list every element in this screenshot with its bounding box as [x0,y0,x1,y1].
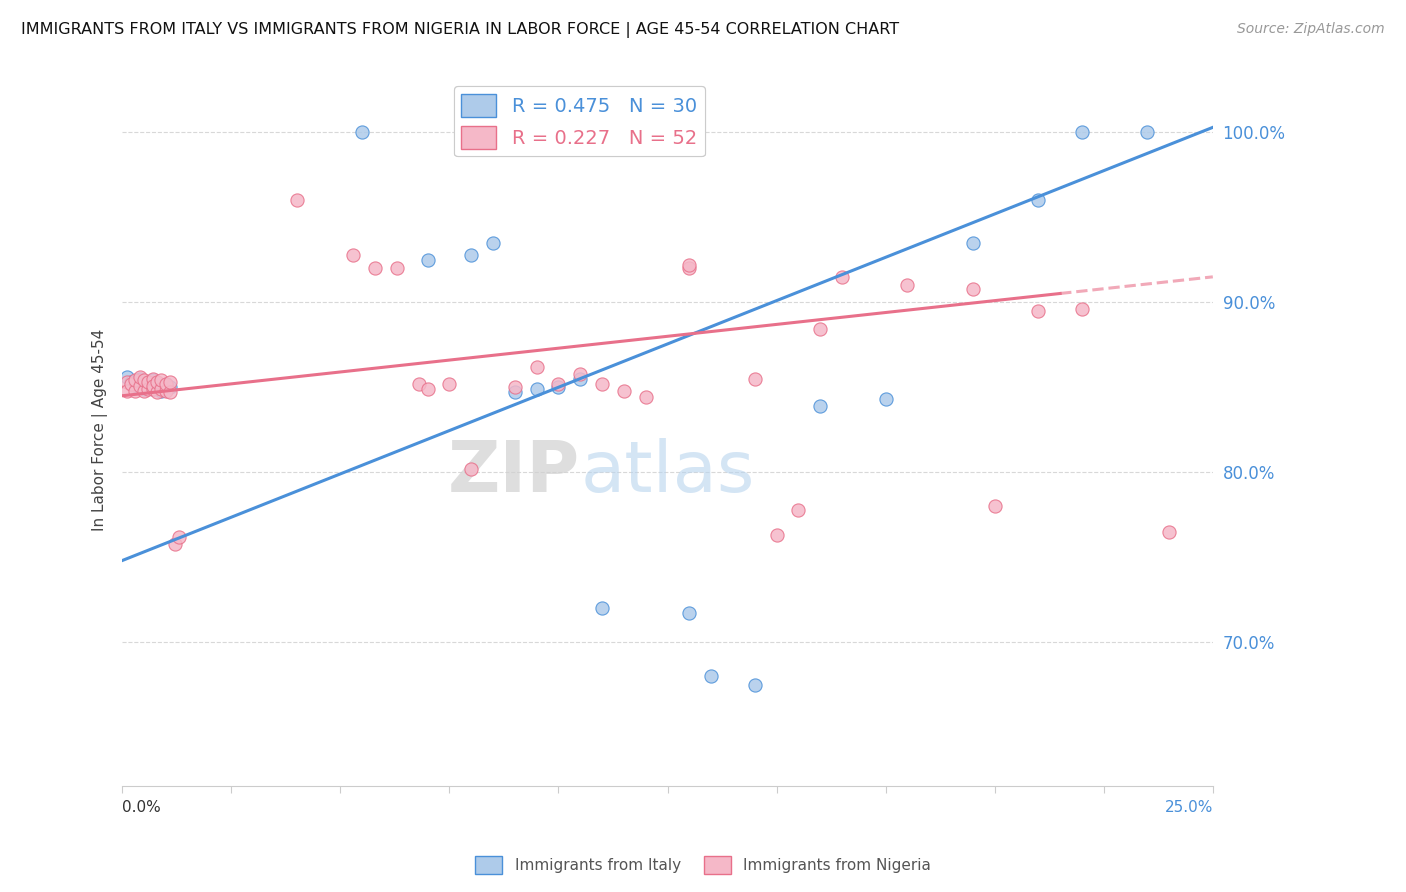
Point [142,382,165,396]
Point [983,499,1005,513]
Point [1026,194,1049,208]
Point [962,282,984,296]
Point [138,382,160,396]
Point [124,384,146,398]
Point [150,384,173,398]
Point [460,462,482,476]
Point [408,376,430,391]
Point [115,370,138,384]
Point [875,392,897,406]
Point [128,370,150,384]
Text: Source: ZipAtlas.com: Source: ZipAtlas.com [1237,22,1385,37]
Legend: Immigrants from Italy, Immigrants from Nigeria: Immigrants from Italy, Immigrants from N… [468,850,938,880]
Point [831,269,853,284]
Point [115,375,138,389]
Point [591,376,613,391]
Point [700,669,723,683]
Point [342,248,364,262]
Point [765,528,787,542]
Point [678,258,700,272]
Point [285,194,308,208]
Point [146,385,169,400]
Point [120,376,142,391]
Point [1026,303,1049,318]
Point [503,380,526,394]
Text: ZIP: ZIP [449,438,581,507]
Point [150,374,173,388]
Point [962,235,984,250]
Point [569,372,592,386]
Point [787,502,810,516]
Point [591,601,613,615]
Point [155,376,177,391]
Point [547,376,569,391]
Point [744,677,766,691]
Point [163,536,186,550]
Point [896,278,918,293]
Point [526,382,548,396]
Point [416,382,439,396]
Point [460,248,482,262]
Text: 0.0%: 0.0% [122,800,160,815]
Point [120,375,142,389]
Point [808,399,831,413]
Point [115,384,138,398]
Point [1136,125,1159,139]
Point [439,376,461,391]
Legend: R = 0.475   N = 30, R = 0.227   N = 52: R = 0.475 N = 30, R = 0.227 N = 52 [454,87,704,156]
Point [1159,524,1181,539]
Point [1071,125,1094,139]
Point [155,384,177,398]
Point [138,375,160,389]
Point [503,385,526,400]
Point [159,380,181,394]
Point [142,382,165,396]
Point [678,261,700,276]
Point [159,375,181,389]
Point [167,530,190,544]
Point [569,367,592,381]
Text: IMMIGRANTS FROM ITALY VS IMMIGRANTS FROM NIGERIA IN LABOR FORCE | AGE 45-54 CORR: IMMIGRANTS FROM ITALY VS IMMIGRANTS FROM… [21,22,900,38]
Point [124,378,146,392]
Point [138,375,160,389]
Text: 25.0%: 25.0% [1164,800,1213,815]
Point [159,385,181,400]
Point [132,374,155,388]
Point [124,374,146,388]
Point [482,235,505,250]
Point [142,374,165,388]
Point [678,606,700,620]
Point [150,382,173,396]
Point [132,384,155,398]
Point [155,376,177,391]
Point [613,384,636,398]
Point [385,261,408,276]
Point [634,391,657,405]
Point [142,372,165,386]
Point [416,252,439,267]
Point [1071,302,1094,317]
Point [132,382,155,396]
Y-axis label: In Labor Force | Age 45-54: In Labor Force | Age 45-54 [93,328,108,531]
Point [547,380,569,394]
Point [142,378,165,392]
Point [364,261,387,276]
Point [744,372,766,386]
Point [526,359,548,374]
Point [146,378,169,392]
Point [128,372,150,386]
Point [146,375,169,389]
Point [352,125,374,139]
Point [128,378,150,392]
Text: atlas: atlas [581,438,755,507]
Point [808,322,831,336]
